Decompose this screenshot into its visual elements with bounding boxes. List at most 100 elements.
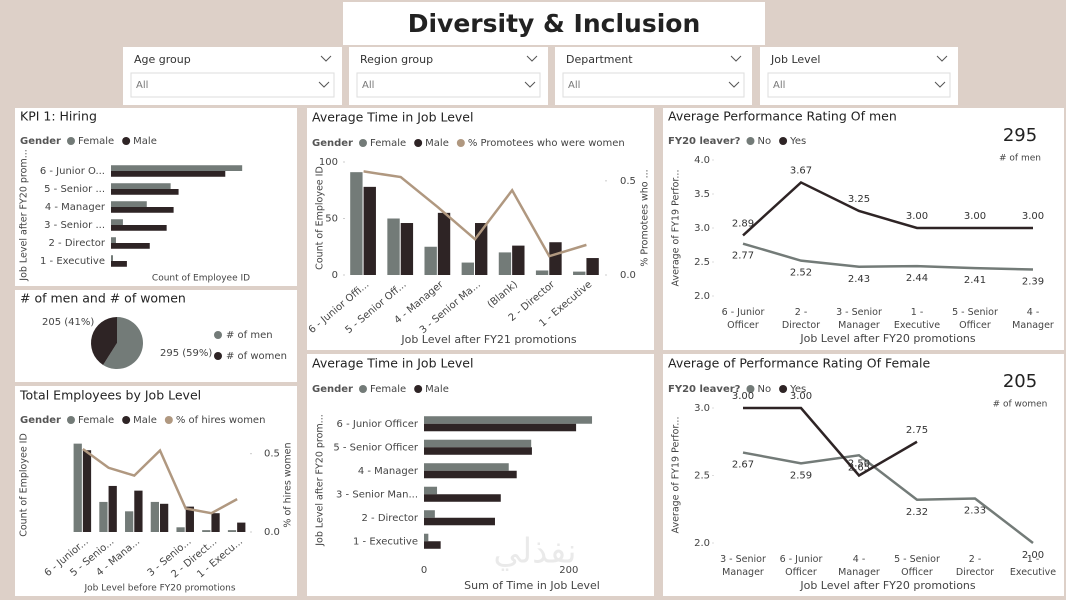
bar bbox=[549, 242, 562, 275]
x-axis-label: Job Level before FY20 promotions bbox=[83, 584, 235, 594]
pie-slice bbox=[91, 317, 117, 365]
chart-title: Average of Performance Rating Of Female bbox=[668, 356, 931, 371]
chart-title: Average Performance Rating Of men bbox=[668, 109, 897, 124]
data-label: 2.44 bbox=[906, 273, 928, 284]
bar bbox=[424, 439, 532, 448]
bar bbox=[176, 527, 185, 532]
line bbox=[743, 406, 918, 478]
bar bbox=[424, 246, 437, 275]
y-tick-label: 4 - Manager bbox=[358, 466, 419, 477]
x-tick-label: 6 - Junior Officer bbox=[780, 554, 823, 578]
data-label: 2.77 bbox=[732, 251, 754, 262]
bar bbox=[111, 225, 167, 231]
slicer-dropdown[interactable] bbox=[356, 72, 541, 98]
panel bbox=[15, 108, 297, 286]
data-label: 2.50 bbox=[848, 459, 870, 470]
slicer-label: Job Level bbox=[770, 53, 821, 66]
slicer-dropdown[interactable] bbox=[130, 72, 335, 98]
x-axis-label: Job Level after FY20 promotions bbox=[799, 332, 976, 345]
legend-entry: Male bbox=[133, 415, 157, 426]
chart-title: KPI 1: Hiring bbox=[20, 109, 97, 124]
legend-entry: # of men bbox=[226, 330, 273, 341]
legend-title: Gender bbox=[312, 384, 353, 395]
y2-tick-label: 0.5 bbox=[264, 449, 280, 460]
y-tick-label: 4 - Manager bbox=[45, 202, 106, 213]
data-label: 2.75 bbox=[906, 425, 928, 436]
y-tick-label: 4.0 bbox=[694, 155, 710, 166]
bar bbox=[573, 271, 586, 275]
legend-swatch bbox=[66, 416, 75, 424]
bar bbox=[424, 533, 429, 542]
y-tick-label: 1 - Executive bbox=[40, 256, 105, 267]
y-tick-label: 50 bbox=[325, 214, 338, 225]
x-tick-label: 1 -Executive bbox=[894, 307, 940, 331]
legend-entry: Yes bbox=[789, 136, 806, 147]
slicer-dropdown[interactable] bbox=[562, 72, 745, 98]
bar bbox=[400, 223, 414, 275]
chevron bbox=[728, 81, 740, 88]
legend-swatch bbox=[66, 137, 75, 145]
chevron bbox=[320, 55, 332, 62]
slicer-value: All bbox=[568, 80, 580, 91]
x-tick-label: 3 - Senior Manager bbox=[720, 554, 766, 578]
chevron bbox=[524, 81, 536, 88]
x-tick-label: 5 - Senior Officer bbox=[894, 554, 940, 578]
y-tick-label: 3.0 bbox=[694, 403, 710, 414]
data-label: 2.39 bbox=[1022, 276, 1044, 287]
chevron bbox=[318, 81, 330, 88]
data-label: 2.33 bbox=[964, 505, 986, 516]
y-axis-label: Average of FY19 Perfor... bbox=[671, 417, 682, 534]
y-axis-label: Count of Employee ID bbox=[315, 166, 326, 270]
legend-entry: % Promotees who were women bbox=[468, 138, 625, 149]
line bbox=[742, 242, 1034, 271]
bar bbox=[227, 530, 237, 532]
bar bbox=[363, 186, 376, 275]
bar bbox=[424, 541, 441, 549]
y2-axis-label: % Promotees who ... bbox=[640, 169, 651, 266]
bar bbox=[111, 165, 243, 171]
legend-swatch bbox=[746, 137, 755, 145]
y-tick-label: 3.5 bbox=[694, 189, 710, 200]
x-axis-label: Job Level after FY21 promotions bbox=[400, 333, 577, 346]
bar bbox=[111, 201, 147, 207]
y-tick-label: 5 - Senior ... bbox=[44, 184, 105, 195]
bar bbox=[424, 423, 577, 432]
legend-swatch bbox=[214, 331, 222, 339]
y-tick-label: 3.0 bbox=[694, 223, 710, 234]
bar bbox=[150, 501, 159, 532]
legend-entry: Male bbox=[425, 138, 449, 149]
y-tick-label: 2.5 bbox=[694, 257, 710, 268]
card-value: 205 bbox=[1003, 371, 1037, 392]
bar bbox=[387, 218, 400, 275]
y2-tick-label: 0.0 bbox=[264, 527, 280, 538]
legend-entry: # of women bbox=[226, 351, 287, 362]
x-tick-label: 4 -Manager bbox=[1012, 307, 1054, 331]
y-axis-label: Count of Employee ID bbox=[19, 433, 30, 537]
legend-entry: Male bbox=[133, 136, 157, 147]
bar bbox=[111, 243, 150, 249]
chevron bbox=[730, 55, 742, 62]
slicer-value: All bbox=[362, 80, 374, 91]
x-axis-label: Sum of Time in Job Level bbox=[464, 579, 600, 592]
data-label: 3.00 bbox=[1022, 211, 1044, 222]
data-label: 2.41 bbox=[964, 275, 986, 286]
legend-swatch bbox=[779, 385, 788, 393]
chart-title: Average Time in Job Level bbox=[312, 110, 473, 125]
legend-swatch bbox=[122, 137, 131, 145]
legend-title: Gender bbox=[312, 138, 353, 149]
data-label: 2.59 bbox=[790, 470, 812, 481]
bar bbox=[82, 450, 92, 532]
y-axis-label: Average of FY19 Perfor... bbox=[671, 170, 682, 287]
bar bbox=[111, 255, 113, 261]
x-tick-label: 4 -Manager bbox=[838, 554, 880, 578]
legend-title: Gender bbox=[20, 415, 61, 426]
panel bbox=[663, 354, 1064, 596]
y-tick-label: 6 - Junior O... bbox=[40, 166, 105, 177]
y-tick-label: 0 bbox=[332, 270, 338, 281]
chevron bbox=[936, 55, 948, 62]
legend-swatch bbox=[779, 137, 788, 145]
x-tick-label: 1 -Executive bbox=[1010, 554, 1056, 578]
legend-entry: Yes bbox=[789, 384, 806, 395]
slicer-dropdown[interactable] bbox=[767, 72, 951, 98]
data-label: 295 (59%) bbox=[160, 348, 212, 359]
